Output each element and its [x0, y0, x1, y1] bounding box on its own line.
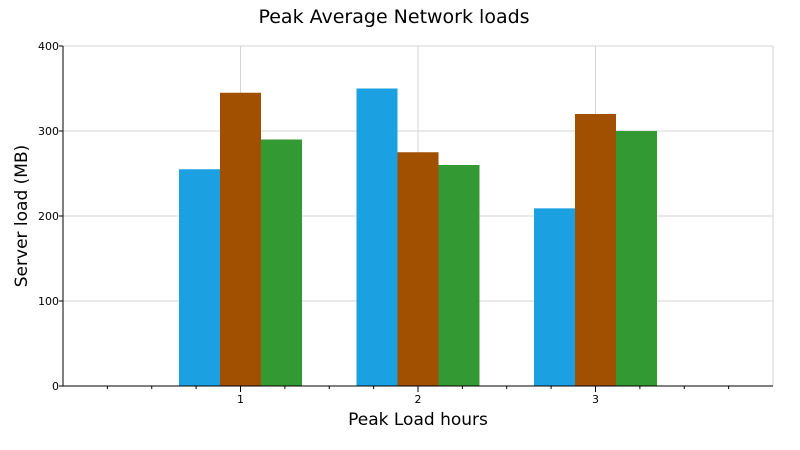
- x-tick-label: 1: [237, 393, 244, 406]
- bar: [438, 165, 480, 386]
- bar: [261, 139, 302, 386]
- ticks: 0 100 200 300 400 1 2 3: [38, 40, 730, 406]
- y-tick-label: 200: [38, 210, 59, 223]
- y-tick-label: 100: [38, 295, 59, 308]
- bars: [179, 88, 657, 386]
- y-axis-label: Server load (MB): [12, 145, 32, 287]
- y-tick-label: 0: [52, 380, 59, 393]
- bar: [179, 169, 220, 386]
- y-tick-label: 300: [38, 125, 59, 138]
- chart-title: Peak Average Network loads: [258, 6, 529, 28]
- bar: [356, 88, 398, 386]
- x-tick-label: 3: [592, 393, 599, 406]
- x-axis-label: Peak Load hours: [348, 410, 488, 430]
- bar: [397, 152, 439, 386]
- y-tick-label: 400: [38, 40, 59, 53]
- x-tick-label: 2: [415, 393, 422, 406]
- bar: [534, 208, 575, 386]
- bar: [575, 114, 616, 386]
- bar: [220, 92, 261, 386]
- bar: [616, 131, 657, 386]
